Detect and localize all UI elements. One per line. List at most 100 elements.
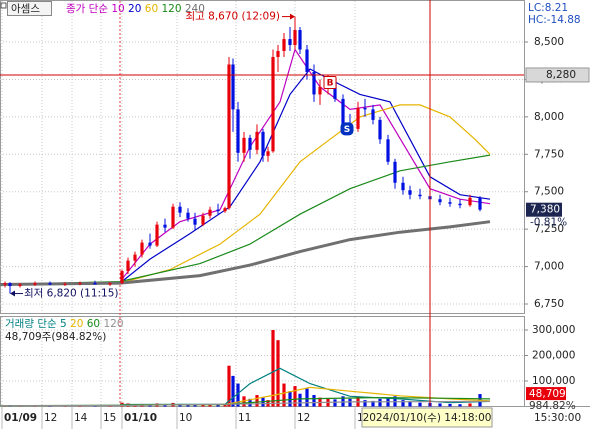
candle-body <box>186 212 190 219</box>
legend-entry: 5 <box>60 318 67 330</box>
legend-prefix: 종가 단순 <box>66 3 108 15</box>
candle-body <box>448 202 452 204</box>
candle-body <box>126 260 130 272</box>
candle-body <box>163 224 167 228</box>
candle-body <box>478 197 482 210</box>
candle-body <box>298 30 302 50</box>
y-tick-label: 7,250 <box>534 223 564 235</box>
volume-bar <box>236 383 240 407</box>
volume-bar <box>293 386 297 407</box>
candle-body <box>293 30 297 46</box>
candle-body <box>248 137 252 150</box>
candle-body <box>363 107 367 110</box>
volume-bar <box>438 403 442 407</box>
volume-bar <box>468 403 472 407</box>
high-note: 최고 8,670 (12:09) <box>185 11 280 23</box>
lc-indicator: LC:8.21 <box>528 2 568 14</box>
x-tick-label: 15 <box>103 412 116 424</box>
y-tick-label: 6,750 <box>534 298 564 310</box>
volume-legend: 거래량 단순 5 20 60 120 <box>5 318 124 330</box>
crosshair-time-box <box>361 407 493 428</box>
price-panel <box>0 0 525 314</box>
volume-bar <box>271 330 275 407</box>
volume-bar <box>418 402 422 407</box>
candle-body <box>78 283 82 285</box>
candle-body <box>178 206 182 213</box>
volume-bar <box>401 400 405 407</box>
volume-bar <box>341 396 345 407</box>
candle-body <box>155 224 159 246</box>
y-tick-label: 8,500 <box>534 36 564 48</box>
y-tick-label: 7,000 <box>534 261 564 273</box>
volume-bar <box>231 375 235 407</box>
candle-body <box>18 284 22 287</box>
volume-bar <box>186 404 190 407</box>
symbol-box[interactable] <box>7 1 52 16</box>
signal-label: S <box>344 125 350 135</box>
candle-body <box>261 131 265 156</box>
ma-line <box>119 68 491 284</box>
crosshair-time: 2024/01/10(수) 14:18:00 <box>363 412 492 424</box>
y-tick-label: 8,000 <box>534 111 564 123</box>
y-tick-label: 7,500 <box>534 186 564 198</box>
last-price-box <box>526 202 562 217</box>
crosshair-price-box <box>525 67 590 83</box>
volume-bar <box>305 388 309 407</box>
candle-body <box>408 190 412 195</box>
candle-body <box>312 71 316 95</box>
x-tick-label: 12 <box>297 412 310 424</box>
symbol[interactable]: 아셈스 <box>11 3 40 15</box>
y-tick-label: 300,000 <box>532 324 575 336</box>
x-tick-label: 1 <box>357 412 364 424</box>
last-volume-box <box>526 387 566 401</box>
candle-body <box>288 39 292 46</box>
candle-body <box>282 39 286 52</box>
candle-body <box>201 215 205 225</box>
candle-body <box>223 208 227 212</box>
volume-bar <box>448 403 452 407</box>
volume-bar <box>108 405 112 407</box>
candle-body <box>458 203 462 206</box>
volume-bar <box>208 404 212 407</box>
legend-entry: 240 <box>185 3 205 15</box>
candle-body <box>133 254 137 261</box>
volume-bar <box>282 383 286 407</box>
x-tick-label: 10 <box>179 412 192 424</box>
candle-body <box>255 131 259 150</box>
candle-body <box>333 80 337 99</box>
ma-line <box>0 220 491 286</box>
legend-entry: 120 <box>161 3 181 15</box>
candle-body <box>468 197 472 206</box>
legend-entry: 120 <box>103 318 123 330</box>
legend-entry: 10 <box>111 3 124 15</box>
candle-body <box>401 182 405 191</box>
candle-body <box>171 206 175 228</box>
volume-bar <box>458 404 462 407</box>
candle-body <box>341 98 345 125</box>
signal-box <box>340 122 354 136</box>
candle-body <box>63 283 67 285</box>
ratio-label: 984.82% <box>529 400 576 412</box>
candle-body <box>371 109 375 120</box>
legend-entry: 60 <box>145 3 158 15</box>
candle-body <box>305 49 309 72</box>
volume-bar <box>201 404 205 407</box>
candle-body <box>208 209 212 216</box>
signal-label: B <box>327 78 334 88</box>
candle-body <box>386 139 390 162</box>
last-price: 7,380 <box>530 204 560 216</box>
volume-bar <box>223 404 227 407</box>
candle-body <box>108 283 112 285</box>
y-tick-label: 7,750 <box>534 148 564 160</box>
y-tick-label: 100,000 <box>532 375 575 387</box>
candle-body <box>216 209 220 212</box>
hc-indicator: HC:-14.88 <box>528 14 581 26</box>
y-tick-label: 200,000 <box>532 350 575 362</box>
candle-body <box>418 194 422 197</box>
grid-icon[interactable] <box>0 2 7 9</box>
price-legend: 종가 단순 10 20 60 120 240 <box>66 3 205 15</box>
candle-body <box>266 151 270 156</box>
candle-body <box>242 137 246 153</box>
last-volume: 48,709 <box>529 388 566 400</box>
